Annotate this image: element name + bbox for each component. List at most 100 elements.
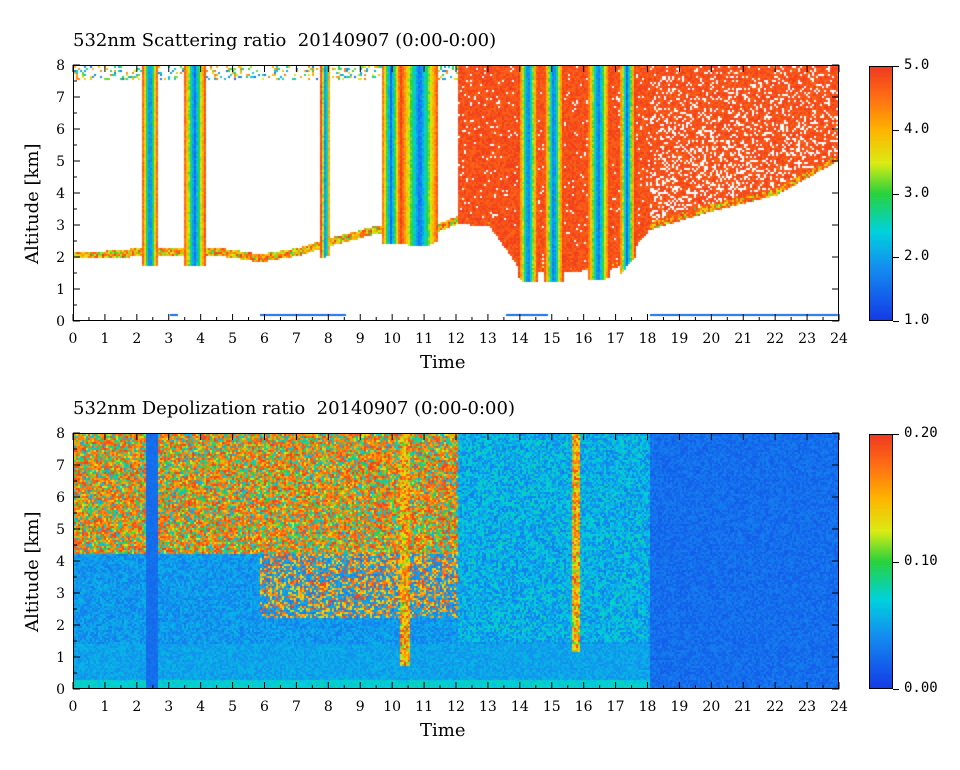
y-tick-label: 6 <box>56 122 65 138</box>
y-axis-title: Altitude [km] <box>22 511 43 633</box>
colorbar <box>869 66 893 321</box>
x-axis-title: Time <box>420 720 466 741</box>
colorbar-gradient <box>870 67 892 320</box>
colorbar-tick-label: 0.20 <box>904 425 938 441</box>
x-tick-label: 8 <box>324 699 333 715</box>
x-tick-label: 17 <box>607 699 625 715</box>
plot-area <box>73 65 839 321</box>
x-tick-label: 13 <box>479 331 497 347</box>
y-tick-label: 7 <box>56 90 65 106</box>
x-tick-label: 5 <box>228 331 237 347</box>
x-tick-label: 9 <box>356 699 365 715</box>
x-tick-label: 4 <box>196 699 205 715</box>
x-tick-label: 22 <box>766 331 784 347</box>
x-tick-label: 23 <box>798 331 816 347</box>
x-tick-label: 20 <box>702 699 720 715</box>
colorbar-tick <box>893 434 899 435</box>
x-tick-label: 19 <box>671 699 689 715</box>
x-tick-label: 3 <box>164 699 173 715</box>
x-tick-label: 8 <box>324 331 333 347</box>
colorbar-tick <box>893 193 899 195</box>
colorbar-tick <box>893 689 899 690</box>
y-tick-label: 8 <box>56 426 65 442</box>
x-tick-label: 0 <box>69 699 78 715</box>
x-tick-label: 21 <box>734 699 752 715</box>
y-tick-label: 0 <box>56 314 65 330</box>
x-tick-label: 15 <box>543 699 561 715</box>
x-tick-label: 10 <box>383 699 401 715</box>
x-tick-label: 2 <box>132 331 141 347</box>
colorbar-tick <box>893 561 899 563</box>
x-tick-label: 15 <box>543 331 561 347</box>
depolarization-ratio-panel: 532nm Depolization ratio 20140907 (0:00-… <box>0 368 960 748</box>
x-tick-label: 20 <box>702 331 720 347</box>
x-tick-label: 0 <box>69 331 78 347</box>
y-axis-title: Altitude [km] <box>22 143 43 265</box>
colorbar-tick <box>893 257 899 259</box>
x-tick-label: 24 <box>830 699 848 715</box>
x-tick-label: 11 <box>415 699 433 715</box>
x-tick-label: 19 <box>671 331 689 347</box>
x-tick-label: 7 <box>292 699 301 715</box>
colorbar-tick <box>893 129 899 131</box>
heatmap-canvas <box>74 434 838 688</box>
x-tick-label: 2 <box>132 699 141 715</box>
x-tick-label: 1 <box>100 331 109 347</box>
x-tick-label: 14 <box>511 699 529 715</box>
x-tick-label: 12 <box>447 699 465 715</box>
x-tick-label: 3 <box>164 331 173 347</box>
colorbar-tick-label: 0.10 <box>904 552 938 569</box>
axes: 0 1 2 3 4 5 6 7 8 9 10 11 12 13 14 15 16 17 18 19 20 21 22 23 24… <box>56 58 848 347</box>
heatmap-canvas <box>74 66 838 320</box>
colorbar-tick-label: 0.00 <box>904 680 938 696</box>
x-tick-label: 16 <box>575 331 593 347</box>
y-tick-label: 7 <box>56 458 65 474</box>
x-tick-label: 22 <box>766 699 784 715</box>
x-tick-label: 11 <box>415 331 433 347</box>
x-tick-label: 5 <box>228 699 237 715</box>
y-tick-label: 4 <box>56 554 65 570</box>
x-tick-label: 1 <box>100 699 109 715</box>
y-tick-label: 2 <box>56 618 65 634</box>
x-tick-label: 6 <box>260 699 269 715</box>
y-tick-label: 8 <box>56 58 65 74</box>
x-tick-label: 18 <box>639 699 657 715</box>
colorbar-tick-label: 1.0 <box>904 312 930 328</box>
x-tick-label: 10 <box>383 331 401 347</box>
y-tick-label: 2 <box>56 250 65 266</box>
x-tick-label: 9 <box>356 331 365 347</box>
y-tick-label: 1 <box>56 650 65 666</box>
colorbar-tick-label: 5.0 <box>904 57 930 73</box>
chart-title: 532nm Scattering ratio 20140907 (0:00-0:… <box>73 30 497 51</box>
x-tick-label: 14 <box>511 331 529 347</box>
x-tick-label: 21 <box>734 331 752 347</box>
x-tick-label: 12 <box>447 331 465 347</box>
colorbar-tick <box>893 66 899 67</box>
x-tick-label: 24 <box>830 331 848 347</box>
colorbar-tick <box>893 321 899 322</box>
x-tick-label: 7 <box>292 331 301 347</box>
x-tick-label: 18 <box>639 331 657 347</box>
x-tick-label: 16 <box>575 699 593 715</box>
x-axis-title: Time <box>420 352 466 373</box>
y-tick-label: 6 <box>56 490 65 506</box>
y-tick-label: 4 <box>56 186 65 202</box>
colorbar <box>869 434 893 689</box>
chart-title: 532nm Depolization ratio 20140907 (0:00-… <box>73 398 515 419</box>
x-tick-label: 17 <box>607 331 625 347</box>
colorbar-tick-label: 3.0 <box>904 184 930 201</box>
plot-area <box>73 433 839 689</box>
axes: 0 1 2 3 4 5 6 7 8 9 10 11 12 13 14 15 16 17 18 19 20 21 22 23 24… <box>56 426 848 715</box>
y-tick-label: 0 <box>56 682 65 698</box>
colorbar-tick-label: 4.0 <box>904 120 930 137</box>
colorbar-tick-label: 2.0 <box>904 248 930 265</box>
colorbar-gradient <box>870 435 892 688</box>
x-tick-label: 6 <box>260 331 269 347</box>
y-tick-label: 5 <box>56 522 65 538</box>
y-tick-label: 1 <box>56 282 65 298</box>
x-tick-label: 23 <box>798 699 816 715</box>
x-tick-label: 4 <box>196 331 205 347</box>
y-tick-label: 3 <box>56 218 65 234</box>
x-tick-label: 13 <box>479 699 497 715</box>
y-tick-label: 5 <box>56 154 65 170</box>
